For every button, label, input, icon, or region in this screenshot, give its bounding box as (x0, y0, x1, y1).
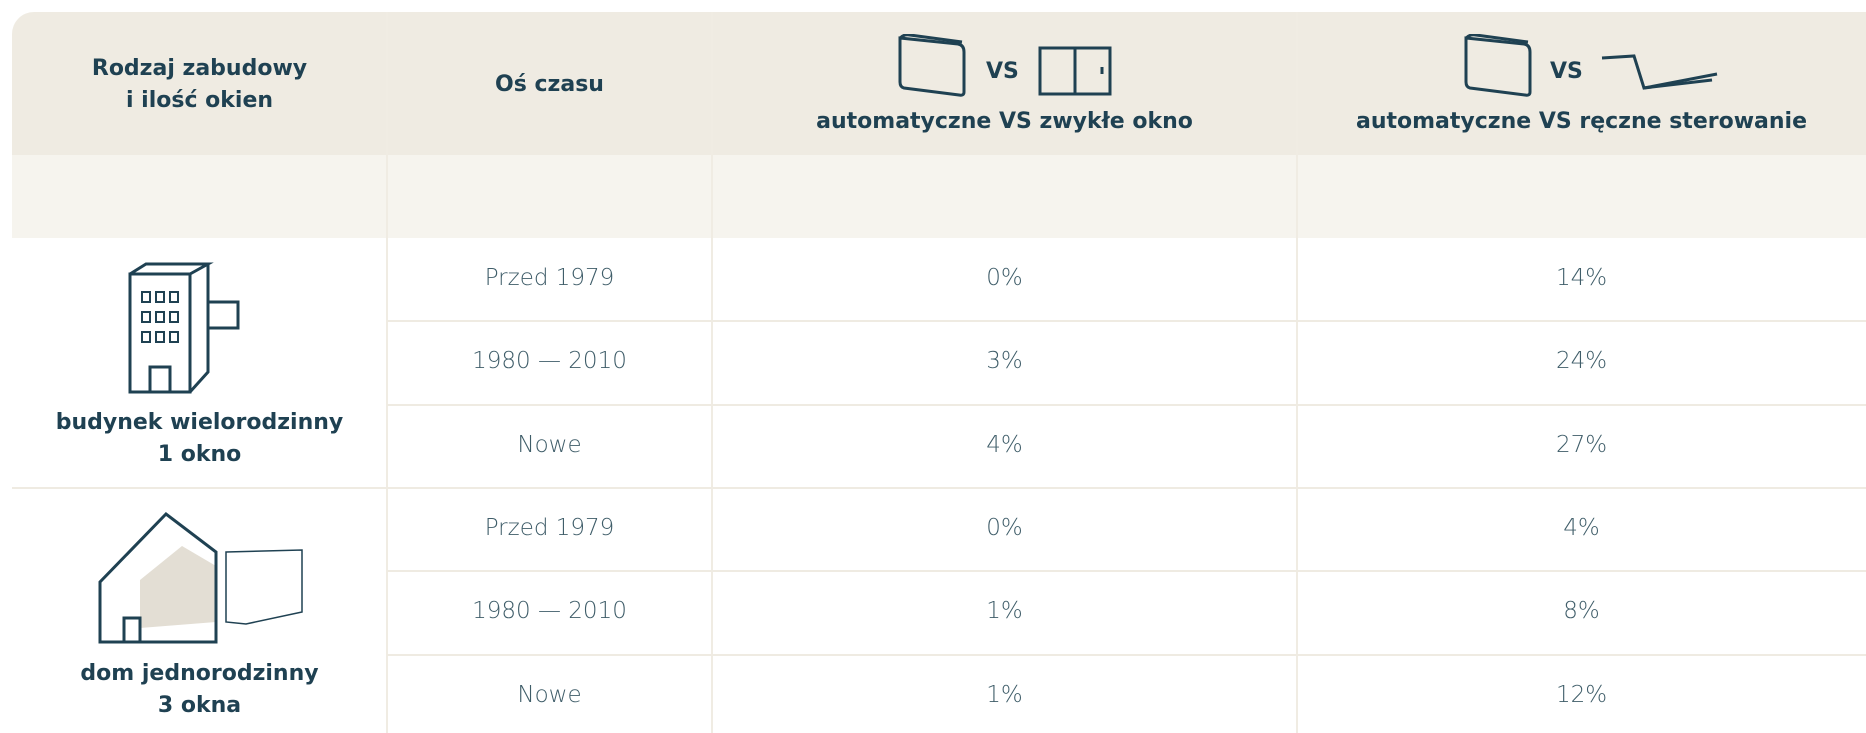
header-icon-handle (1464, 34, 1718, 97)
vs-label: VS (1550, 59, 1583, 84)
percentage: 0% (986, 515, 1023, 541)
period: Nowe (517, 432, 582, 458)
header-bg (12, 12, 1866, 155)
percentage: 1% (986, 682, 1023, 708)
percentage: 3% (986, 348, 1023, 374)
percentage: 4% (1563, 515, 1600, 541)
column-divider (1296, 12, 1298, 733)
row-divider (387, 570, 1866, 572)
building-label: 3 okna (157, 693, 242, 718)
percentage: 27% (1555, 432, 1608, 458)
header-text: i ilość okien (125, 88, 274, 113)
percentage: 24% (1555, 348, 1608, 374)
column-divider (711, 12, 713, 733)
building-label: 1 okno (157, 442, 242, 467)
percentage: 14% (1555, 265, 1608, 291)
percentage: 8% (1563, 598, 1600, 624)
period: 1980 — 2010 (472, 598, 627, 624)
building-label: dom jednorodzinny (80, 661, 319, 686)
percentage: 4% (986, 432, 1023, 458)
header-text: automatyczne VS ręczne sterowanie (1355, 109, 1808, 134)
row-divider (387, 654, 1866, 656)
row-divider (387, 404, 1866, 406)
vs-label: VS (986, 59, 1019, 84)
house-icon (98, 512, 303, 644)
percentage: 0% (986, 265, 1023, 291)
period: 1980 — 2010 (472, 348, 627, 374)
percentage: 1% (986, 598, 1023, 624)
row-divider (387, 320, 1866, 322)
period: Przed 1979 (484, 265, 615, 291)
building-icon (128, 262, 240, 394)
header-icon-window (898, 34, 1112, 97)
percentage: 12% (1555, 682, 1608, 708)
header-text: Oś czasu (495, 72, 604, 97)
column-divider (386, 12, 388, 733)
row-divider (12, 487, 1866, 489)
period: Przed 1979 (484, 515, 615, 541)
building-label: budynek wielorodzinny (55, 410, 344, 435)
empty-row (12, 155, 1866, 238)
period: Nowe (517, 682, 582, 708)
header-text: Rodzaj zabudowy (91, 56, 308, 81)
header-text: automatyczne VS zwykłe okno (816, 109, 1193, 134)
